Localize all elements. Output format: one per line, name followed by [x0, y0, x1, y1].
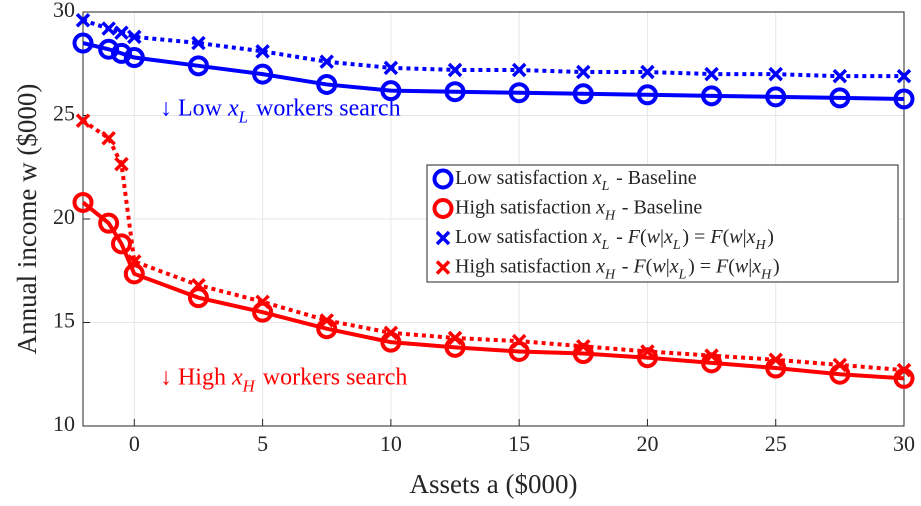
data-point [114, 156, 129, 172]
x-tick-label: 15 [508, 431, 530, 456]
data-point [255, 294, 270, 310]
data-point [72, 191, 94, 213]
data-point [701, 85, 723, 107]
data-point [191, 35, 206, 51]
y-axis-label: Annual income w ($000) [12, 84, 42, 355]
data-point [72, 32, 94, 54]
x-tick-label: 10 [380, 431, 402, 456]
data-point [704, 66, 719, 82]
data-point [640, 64, 655, 80]
annotation: ↓ Low xL workers search [160, 95, 401, 127]
x-tick-label: 20 [636, 431, 658, 456]
legend-marker [432, 198, 454, 219]
legend-label: High satisfaction xH - Baseline [455, 196, 702, 223]
data-point [576, 64, 591, 80]
data-point [640, 344, 655, 359]
x-tick-label: 30 [893, 431, 915, 456]
y-tick-label: 25 [53, 101, 75, 126]
legend-marker [432, 168, 454, 190]
data-point [75, 13, 91, 28]
data-point [123, 47, 145, 69]
data-point [511, 333, 527, 349]
plot-frame [82, 11, 905, 427]
data-point [768, 352, 783, 367]
data-point [383, 325, 399, 341]
data-point [101, 21, 116, 36]
data-point [444, 81, 466, 103]
data-point [447, 330, 463, 346]
data-point [447, 62, 463, 78]
data-point [319, 54, 334, 69]
data-point [316, 73, 338, 95]
data-point [508, 82, 530, 104]
data-point [191, 278, 206, 293]
data-point [101, 131, 116, 146]
legend-label: High satisfaction xH - F(w|xL ) = F(w|xH… [455, 255, 780, 282]
series-line [82, 18, 904, 79]
legend-label: Low satisfaction xL - Baseline [455, 167, 697, 194]
data-point [75, 113, 91, 128]
legend-marker [435, 230, 451, 246]
x-tick-label: 0 [129, 431, 140, 456]
data-point [98, 212, 120, 234]
legend-box [426, 164, 899, 283]
data-point [123, 263, 145, 285]
x-tick-label: 5 [257, 431, 268, 456]
legend-label: Low satisfaction xL - F(w|xL ) = F(w|xH … [455, 226, 774, 253]
x-tick-label: 25 [765, 431, 787, 456]
data-point [896, 362, 912, 378]
data-point [636, 84, 658, 106]
annotation: ↓ High xH workers search [160, 364, 407, 396]
data-point [829, 87, 851, 109]
data-point [187, 287, 209, 309]
data-point [187, 55, 209, 77]
legend-marker [435, 260, 451, 275]
x-axis-label: Assets a ($000) [410, 469, 578, 499]
data-point [127, 29, 142, 45]
data-point [572, 83, 594, 105]
data-point [893, 88, 915, 110]
data-point [832, 357, 848, 373]
data-point [896, 68, 912, 84]
data-point [255, 44, 270, 59]
data-point [511, 62, 527, 78]
y-tick-label: 15 [53, 308, 75, 333]
series-line [81, 200, 905, 381]
data-point [768, 66, 783, 82]
data-point [110, 233, 132, 255]
y-tick-label: 10 [53, 411, 75, 436]
data-point [765, 86, 787, 108]
series-line [81, 119, 905, 373]
data-point [127, 254, 142, 269]
y-tick-label: 20 [53, 204, 75, 229]
data-point [576, 339, 591, 354]
data-point [114, 25, 129, 40]
data-point [319, 313, 334, 328]
data-point [380, 80, 402, 102]
data-point [383, 60, 399, 76]
data-point [98, 38, 120, 60]
data-point [110, 42, 132, 64]
y-tick-label: 30 [53, 0, 75, 22]
data-point [704, 348, 719, 363]
data-point [252, 63, 274, 85]
data-point [832, 68, 848, 84]
